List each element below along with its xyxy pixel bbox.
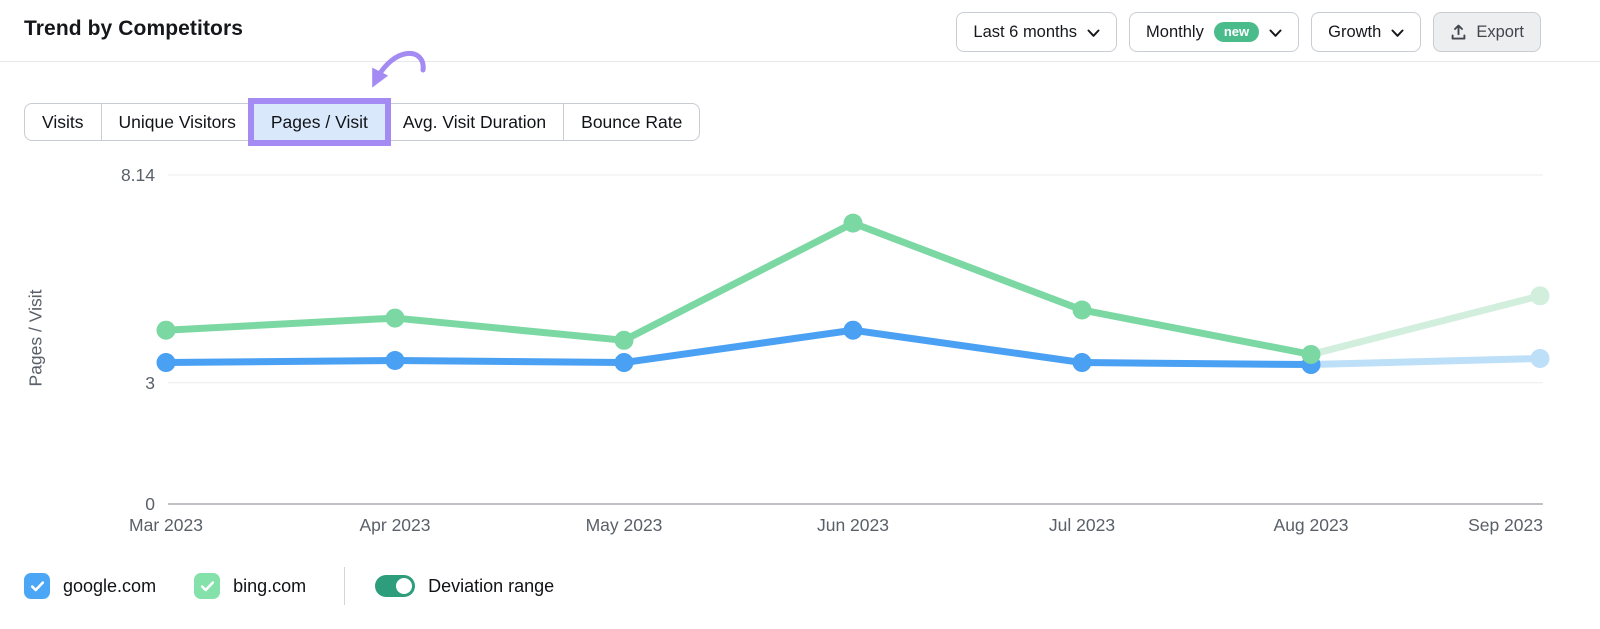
data-point-google.com[interactable] <box>1072 353 1092 373</box>
legend-label: bing.com <box>233 575 307 596</box>
data-point-bing.com[interactable] <box>156 320 176 340</box>
x-tick-label: Sep 2023 <box>1468 515 1543 535</box>
tab-avg-visit-duration[interactable]: Avg. Visit Duration <box>384 103 565 141</box>
forecast-segment-bing.com <box>1307 292 1544 358</box>
x-tick-label: Jul 2023 <box>1049 515 1115 535</box>
y-tick-label: 3 <box>145 373 155 393</box>
data-point-google.com[interactable] <box>1530 348 1550 368</box>
chevron-down-icon <box>1269 29 1282 38</box>
data-point-bing.com[interactable] <box>1072 300 1092 320</box>
x-tick-label: May 2023 <box>586 515 663 535</box>
tab-bounce-rate[interactable]: Bounce Rate <box>563 103 701 141</box>
toggle-on-icon[interactable] <box>375 575 416 597</box>
data-point-google.com[interactable] <box>156 353 176 373</box>
chart-legend: google.com bing.com Deviation range <box>24 567 554 605</box>
period-dropdown[interactable]: Last 6 months <box>956 12 1118 52</box>
page-title: Trend by Competitors <box>24 17 244 40</box>
data-point-bing.com[interactable] <box>843 213 863 233</box>
legend-label: google.com <box>63 575 157 596</box>
y-tick-label: 8.14 <box>121 165 155 185</box>
series-line-bing.com <box>162 219 1315 358</box>
data-point-bing.com[interactable] <box>385 308 405 328</box>
legend-item-google[interactable]: google.com <box>24 573 156 599</box>
data-point-bing.com[interactable] <box>614 330 634 350</box>
granularity-dropdown-label: Monthly <box>1146 22 1204 41</box>
forecast-segment-google.com <box>1307 354 1544 369</box>
header-controls: Last 6 months Monthly new Growth <box>956 12 1541 52</box>
checkbox-checked-icon[interactable] <box>194 573 221 599</box>
tab-visits[interactable]: Visits <box>24 103 102 141</box>
mode-dropdown-label: Growth <box>1328 22 1382 41</box>
x-tick-label: Aug 2023 <box>1274 515 1349 535</box>
data-point-google.com[interactable] <box>614 353 634 373</box>
data-point-google.com[interactable] <box>385 351 405 371</box>
series-line-google.com <box>162 326 1315 369</box>
tab-unique-visitors[interactable]: Unique Visitors <box>100 103 254 141</box>
widget-header: Trend by Competitors Last 6 months Month… <box>0 0 1600 62</box>
new-badge: new <box>1213 22 1260 42</box>
x-tick-label: Mar 2023 <box>129 515 203 535</box>
data-point-google.com[interactable] <box>843 320 863 340</box>
deviation-range-toggle[interactable]: Deviation range <box>375 575 554 597</box>
chevron-down-icon <box>1087 29 1100 38</box>
legend-divider <box>344 567 346 605</box>
granularity-dropdown[interactable]: Monthly new <box>1129 12 1300 52</box>
toggle-label: Deviation range <box>428 575 555 596</box>
data-point-bing.com[interactable] <box>1530 286 1550 306</box>
period-dropdown-label: Last 6 months <box>973 22 1078 41</box>
x-tick-label: Jun 2023 <box>817 515 889 535</box>
checkbox-checked-icon[interactable] <box>24 573 50 599</box>
y-tick-label: 0 <box>145 494 155 514</box>
export-icon <box>1450 24 1467 41</box>
chevron-down-icon <box>1391 29 1404 38</box>
legend-item-bing[interactable]: bing.com <box>194 573 306 599</box>
export-button-label: Export <box>1476 22 1524 41</box>
data-point-bing.com[interactable] <box>1301 344 1321 364</box>
mode-dropdown[interactable]: Growth <box>1311 12 1422 52</box>
export-button[interactable]: Export <box>1433 12 1541 52</box>
tab-pages-per-visit[interactable]: Pages / Visit <box>252 103 386 141</box>
metric-tabs: Visits Unique Visitors Pages / Visit Avg… <box>24 103 701 141</box>
x-tick-label: Apr 2023 <box>359 515 430 535</box>
